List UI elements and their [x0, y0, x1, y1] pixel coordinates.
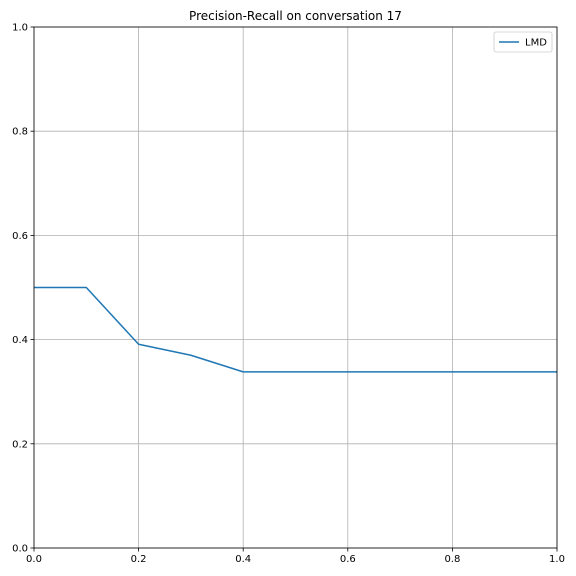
y-tick-label: 1.0: [12, 23, 28, 34]
x-axis: 0.0 0.2 0.4 0.6 0.8 1.0: [26, 548, 565, 565]
x-tick-label: 0.8: [444, 554, 460, 565]
series-line-lmd: [34, 286, 557, 373]
grid: [33, 26, 558, 549]
series-layer: [34, 286, 557, 373]
y-axis: 0.0 0.2 0.4 0.6 0.8 1.0: [12, 23, 34, 555]
y-tick-label: 0.0: [12, 544, 28, 555]
y-tick-label: 0.6: [12, 231, 28, 242]
x-tick-label: 0.0: [26, 554, 42, 565]
x-tick-label: 0.4: [235, 554, 251, 565]
y-tick-label: 0.4: [12, 335, 28, 346]
x-tick-label: 1.0: [549, 554, 565, 565]
legend-label: LMD: [525, 38, 547, 49]
y-tick-label: 0.2: [12, 439, 28, 450]
chart-title: Precision-Recall on conversation 17: [189, 9, 402, 23]
legend-box: [493, 31, 553, 53]
x-tick-label: 0.6: [340, 554, 356, 565]
x-tick-label: 0.2: [131, 554, 147, 565]
axes-frame: [33, 26, 558, 549]
y-tick-label: 0.8: [12, 127, 28, 138]
legend: LMD: [493, 31, 553, 53]
